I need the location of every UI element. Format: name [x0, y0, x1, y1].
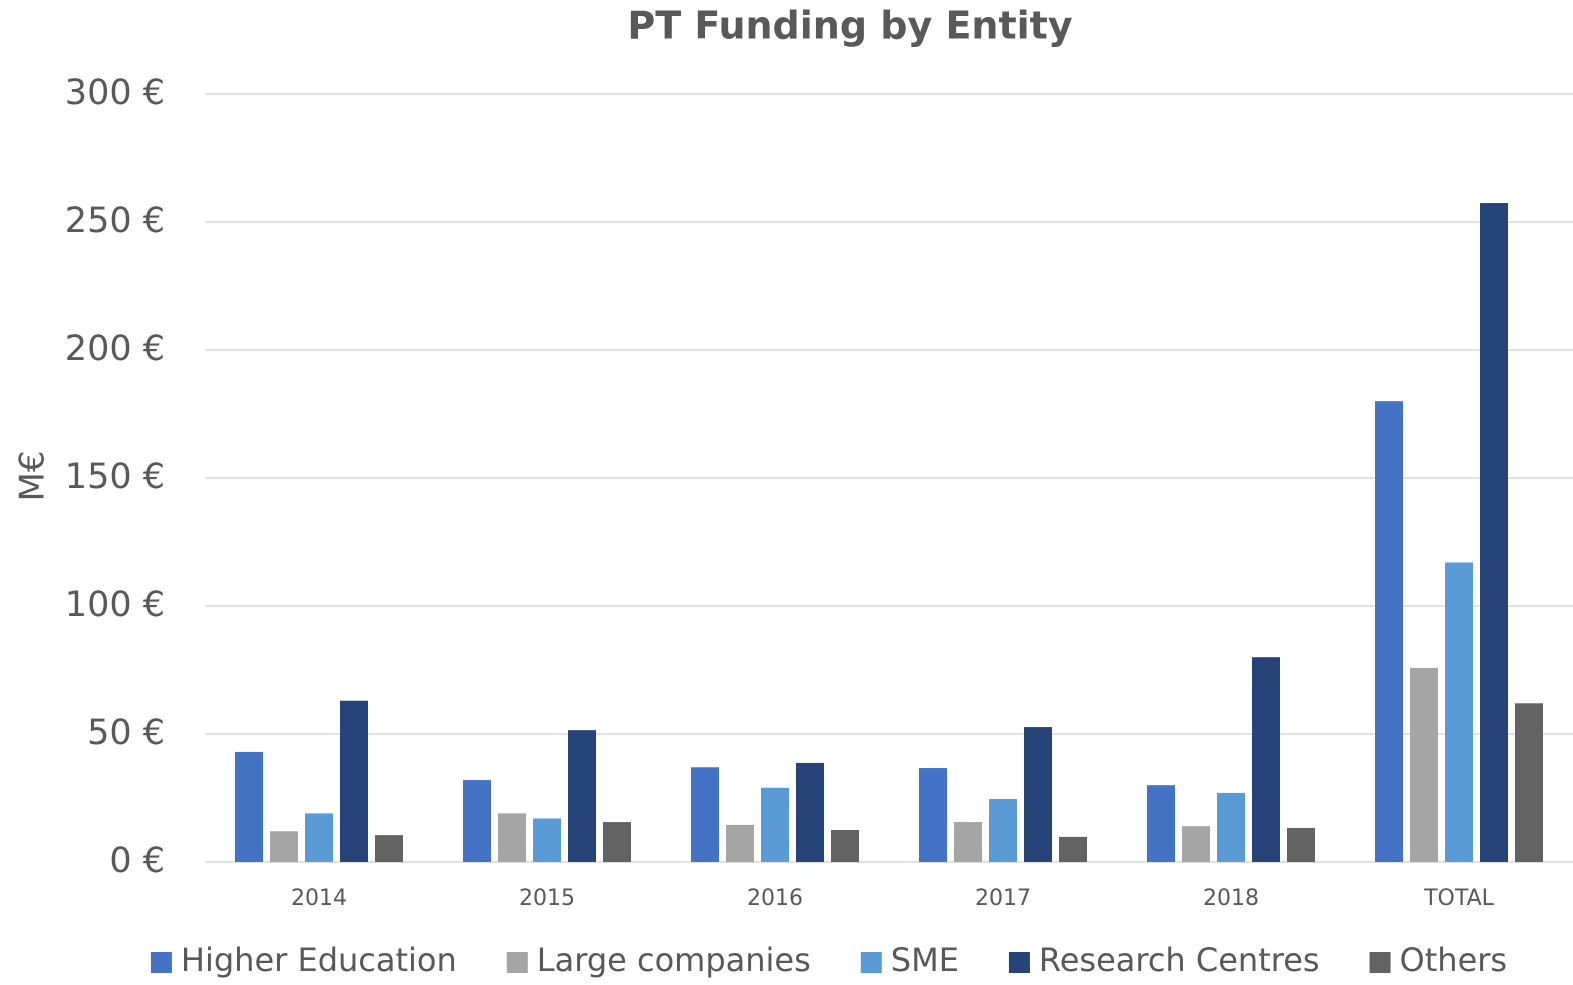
legend-marker — [1369, 952, 1391, 973]
bar — [533, 818, 561, 862]
legend-marker — [1008, 952, 1030, 973]
bar — [340, 700, 368, 862]
legend-label: Higher Education — [181, 941, 457, 979]
bar — [761, 787, 789, 862]
bar — [568, 730, 596, 862]
bar — [1410, 667, 1438, 862]
bar — [305, 813, 333, 862]
bar — [1252, 657, 1280, 862]
bar — [463, 780, 491, 862]
legend-marker — [506, 952, 528, 973]
bar — [270, 831, 298, 862]
bar — [1445, 562, 1473, 862]
y-tick-label: 200 € — [65, 329, 165, 369]
x-tick-label: 2014 — [291, 886, 347, 911]
bar — [1375, 401, 1403, 862]
legend-marker — [150, 952, 172, 973]
bar — [954, 822, 982, 862]
chart-title: PT Funding by Entity — [627, 4, 1072, 48]
bar — [919, 768, 947, 862]
x-tick-label: 2016 — [747, 886, 803, 911]
x-tick-label: TOTAL — [1423, 886, 1495, 911]
y-tick-label: 0 € — [109, 841, 165, 881]
y-tick-label: 250 € — [65, 201, 165, 241]
legend-label: Research Centres — [1039, 941, 1320, 979]
x-tick-label: 2018 — [1203, 886, 1259, 911]
bar — [1287, 827, 1315, 862]
legend-marker — [860, 952, 882, 973]
bar — [1217, 792, 1245, 862]
x-tick-label: 2017 — [975, 886, 1031, 911]
y-axis-title: M€ — [13, 451, 53, 502]
bar — [989, 799, 1017, 862]
bar — [603, 822, 631, 862]
y-tick-label: 50 € — [87, 713, 165, 753]
legend-label: Large companies — [537, 941, 811, 979]
y-tick-label: 150 € — [65, 457, 165, 497]
bar — [1024, 727, 1052, 862]
bar — [235, 751, 263, 862]
bar — [726, 824, 754, 862]
bar — [1059, 836, 1087, 862]
legend-label: Others — [1400, 941, 1508, 979]
y-tick-label: 300 € — [65, 73, 165, 113]
bar — [1182, 826, 1210, 862]
bar — [1515, 703, 1543, 862]
bar — [1480, 203, 1508, 862]
legend-label: SME — [891, 941, 959, 979]
bar — [796, 762, 824, 862]
bar — [498, 813, 526, 862]
bar — [375, 835, 403, 862]
bar — [691, 767, 719, 862]
y-tick-label: 100 € — [65, 585, 165, 625]
x-tick-label: 2015 — [519, 886, 575, 911]
bar — [1147, 785, 1175, 862]
bar — [831, 830, 859, 862]
